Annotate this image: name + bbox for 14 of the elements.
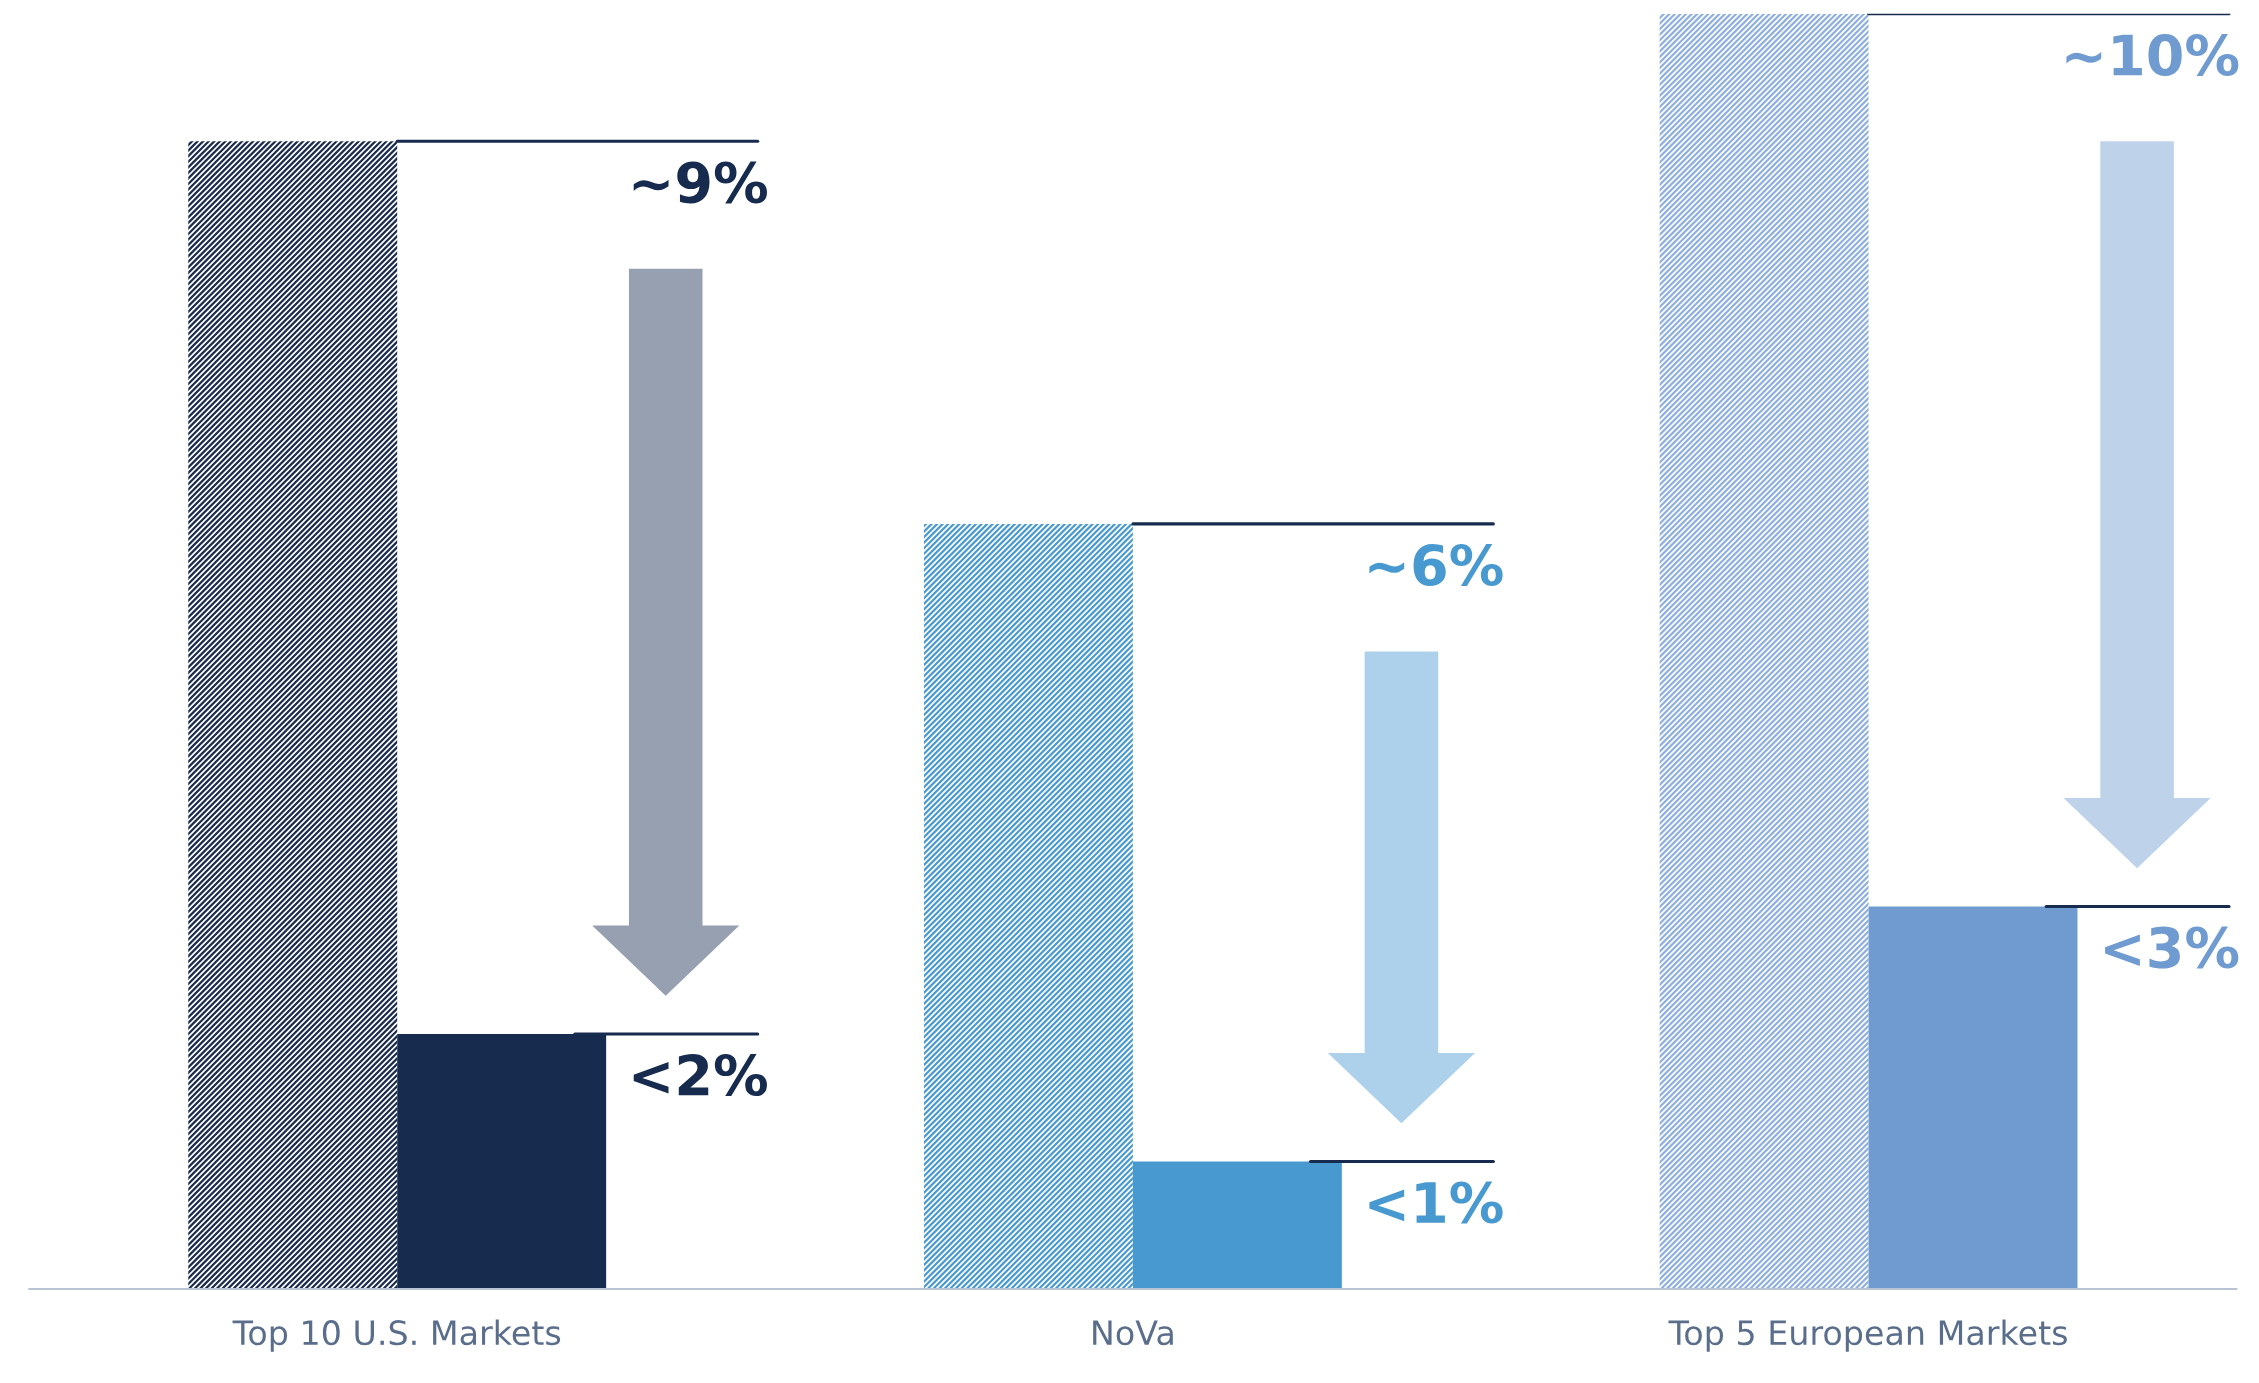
data-label: <3% xyxy=(2105,926,2239,969)
bar xyxy=(188,141,398,1289)
x-tick-label: Top 10 U.S. Markets xyxy=(232,1319,561,1352)
bar xyxy=(1868,906,2078,1289)
data-label: <2% xyxy=(633,1054,767,1097)
x-tick-label: Top 5 European Markets xyxy=(1668,1319,2067,1352)
bar xyxy=(923,523,1133,1289)
bar xyxy=(1659,13,1869,1289)
data-label: <1% xyxy=(1369,1181,1503,1224)
x-tick-label: NoVa xyxy=(1093,1320,1173,1346)
bar xyxy=(1132,1161,1342,1289)
data-label: ~9% xyxy=(633,161,767,204)
data-label: ~10% xyxy=(2066,33,2239,76)
data-label: ~6% xyxy=(1369,543,1503,587)
